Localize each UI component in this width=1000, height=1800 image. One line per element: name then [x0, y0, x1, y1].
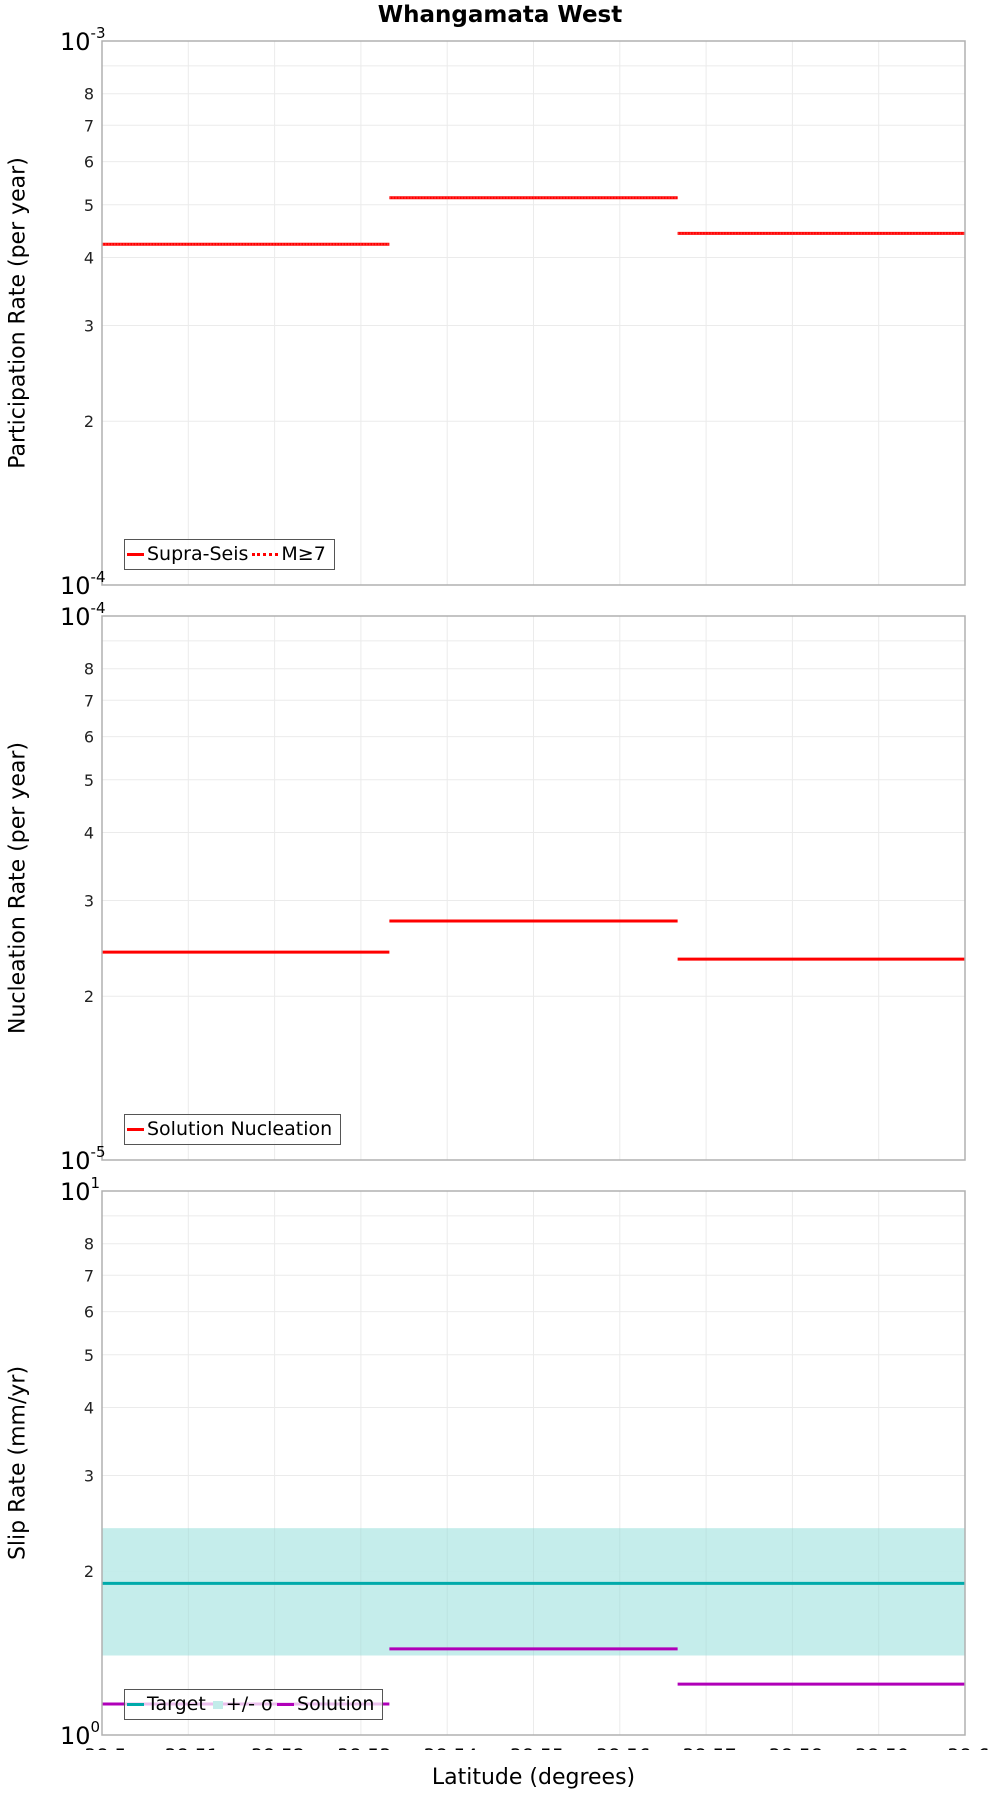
svg-text:-38.51: -38.51 [158, 1745, 219, 1750]
svg-text:4: 4 [84, 823, 94, 842]
svg-text:-38.56: -38.56 [589, 1745, 650, 1750]
solid-line-swatch-icon [127, 1703, 144, 1706]
svg-text:3: 3 [84, 1466, 94, 1485]
svg-text:5: 5 [84, 196, 94, 215]
svg-text:6: 6 [84, 153, 94, 172]
svg-text:-38.52: -38.52 [244, 1745, 305, 1750]
grid [101, 41, 966, 585]
svg-text:-38.6: -38.6 [940, 1745, 989, 1750]
x-axis-label: Latitude (degrees) [431, 1765, 636, 1790]
svg-text:2: 2 [84, 412, 94, 431]
svg-text:-38.54: -38.54 [417, 1745, 478, 1750]
band-swatch-icon [212, 1700, 223, 1709]
legend: Supra-Seis M≥7 [124, 539, 335, 570]
svg-text:-38.58: -38.58 [762, 1745, 823, 1750]
legend-item-solution: Solution [277, 1690, 374, 1719]
dotted-line-swatch-icon [252, 553, 279, 556]
legend: Solution Nucleation [124, 1114, 342, 1145]
svg-text:-38.59: -38.59 [848, 1745, 909, 1750]
svg-text:-38.55: -38.55 [503, 1745, 564, 1750]
solid-line-swatch-icon [277, 1703, 295, 1706]
svg-text:10-4: 10-4 [60, 599, 106, 631]
slip-rate-panel: 8765432101100-38.5-38.51-38.52-38.53-38.… [0, 1150, 1000, 1750]
participation-rate-panel: 8 7 6 5 4 3 2 10-3 10-4 Participation Rate (per … [0, 0, 1000, 600]
solid-line-swatch-icon [127, 553, 144, 556]
svg-text:7: 7 [84, 116, 94, 135]
solid-line-swatch-icon [127, 1128, 144, 1131]
chart-title: Whangamata West [377, 2, 623, 28]
svg-text:5: 5 [84, 1346, 94, 1365]
svg-text:3: 3 [84, 891, 94, 910]
sigma-band [102, 1528, 965, 1656]
svg-text:4: 4 [84, 1398, 94, 1417]
svg-text:2: 2 [84, 987, 94, 1006]
svg-text:5: 5 [84, 771, 94, 790]
legend-item-target: Target [127, 1690, 206, 1719]
svg-text:8: 8 [84, 1235, 94, 1254]
svg-text:-38.53: -38.53 [330, 1745, 391, 1750]
svg-text:10-3: 10-3 [60, 24, 106, 56]
svg-text:7: 7 [84, 1266, 94, 1285]
series-solution-nucleation [102, 919, 965, 961]
svg-text:2: 2 [84, 1562, 94, 1581]
nucleation-rate-panel: 8 7 6 5 4 3 2 10-4 10-5 Nucleation Rate (per yea… [0, 575, 1000, 1175]
svg-text:3: 3 [84, 316, 94, 335]
svg-text:6: 6 [84, 728, 94, 747]
svg-text:-38.57: -38.57 [675, 1745, 736, 1750]
legend-item-solution-nucleation: Solution Nucleation [127, 1115, 332, 1144]
legend-item-supra-seis: Supra-Seis [127, 540, 248, 569]
svg-text:101: 101 [60, 1174, 100, 1206]
svg-text:-38.5: -38.5 [77, 1745, 126, 1750]
slip-rate-plot: 8765432101100-38.5-38.51-38.52-38.53-38.… [60, 1174, 990, 1750]
legend-item-m7: M≥7 [252, 540, 326, 569]
svg-text:8: 8 [84, 85, 94, 104]
svg-text:8: 8 [84, 660, 94, 679]
plot-frame [101, 40, 966, 586]
svg-text:7: 7 [84, 691, 94, 710]
x-axis-ticks: -38.5 -38.51 -38.52 -38.53 -38.54 -38.55 -38.5… [77, 1745, 989, 1750]
legend: Target +/- σ Solution [124, 1689, 384, 1720]
plot-frame [101, 615, 966, 1161]
grid [101, 616, 966, 1160]
svg-text:4: 4 [84, 248, 94, 267]
plot-frame [101, 1190, 966, 1736]
legend-item-sigma-band: +/- σ [210, 1690, 273, 1719]
svg-text:6: 6 [84, 1303, 94, 1322]
series-m-7 [102, 196, 965, 246]
